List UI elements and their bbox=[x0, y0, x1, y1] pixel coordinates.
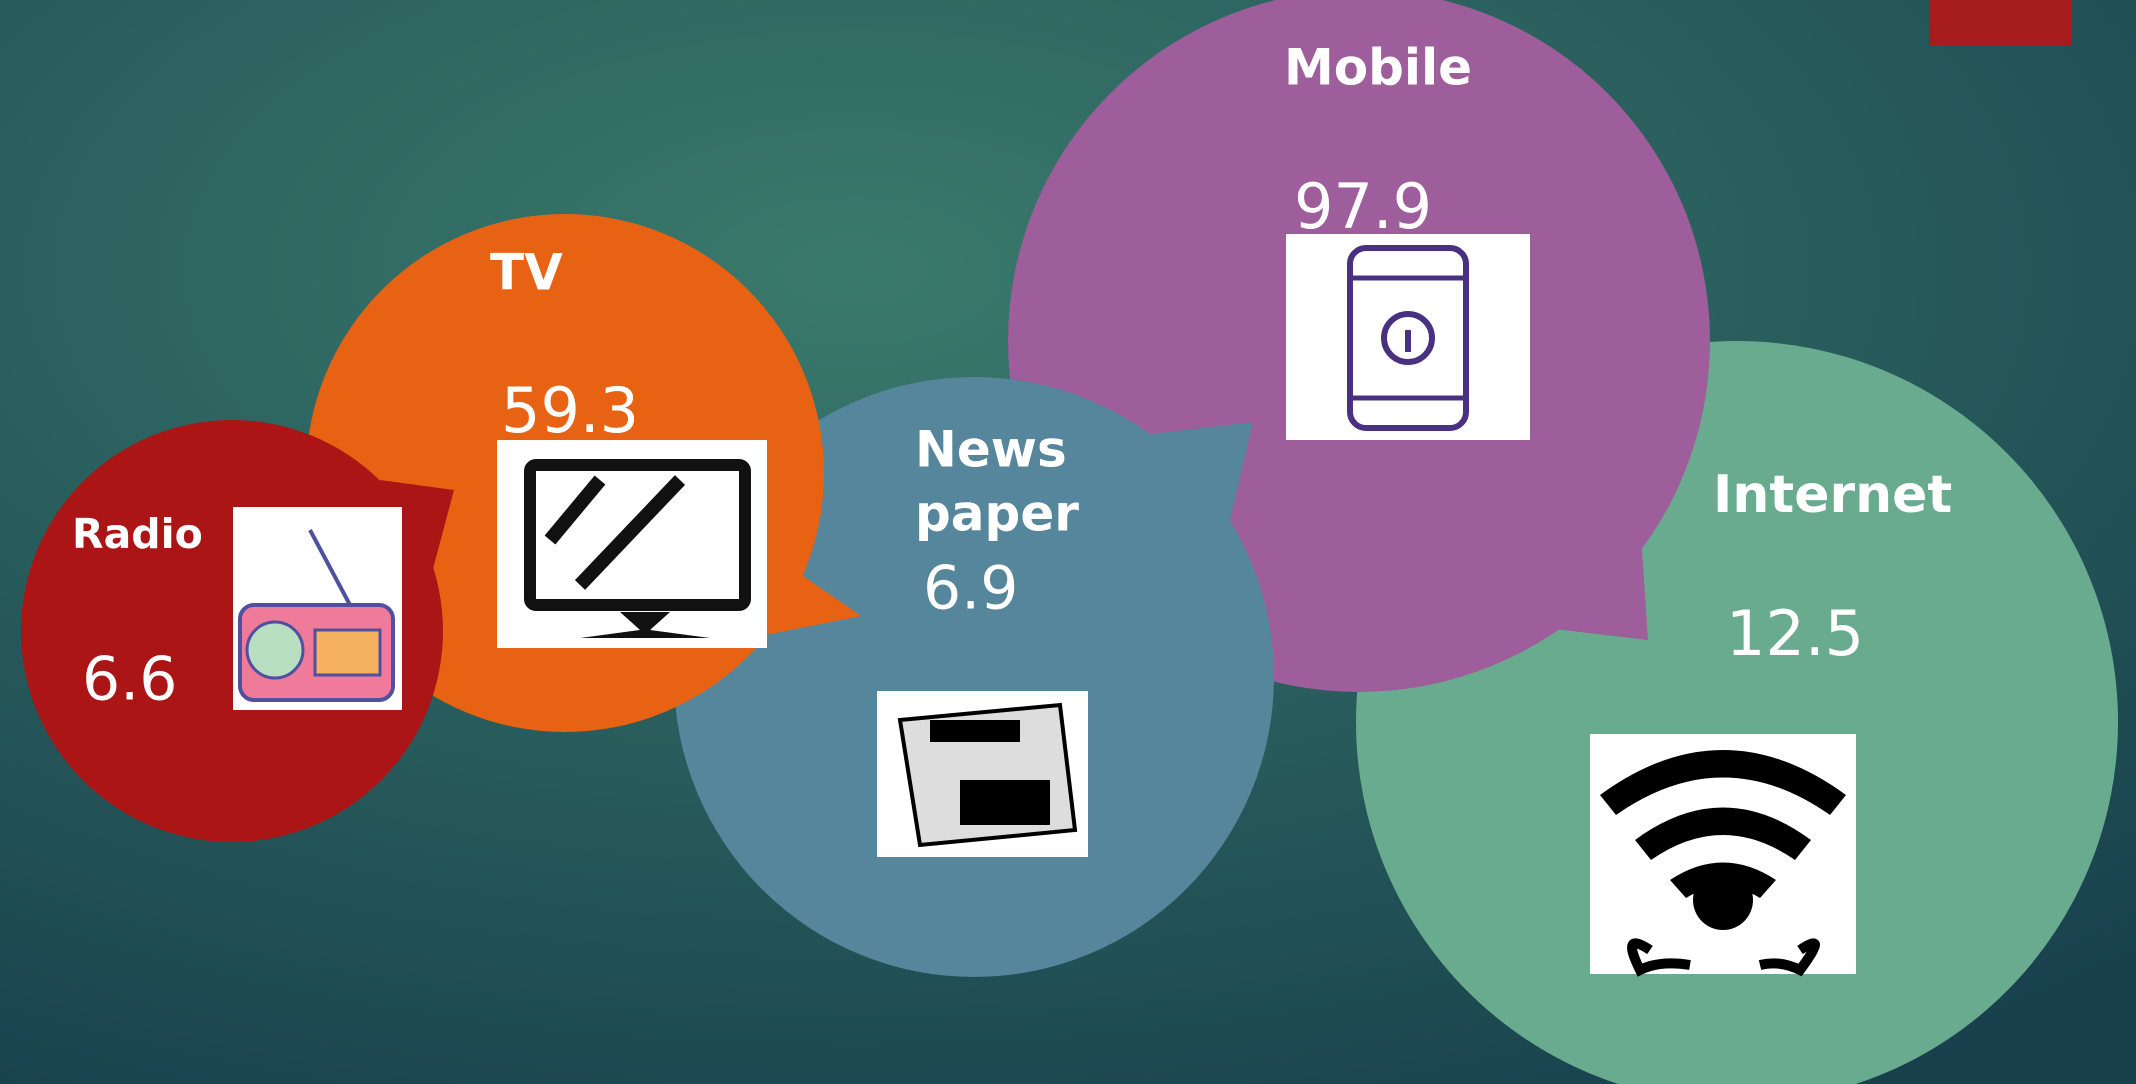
newspaper-label: News bbox=[915, 421, 1067, 479]
radio-label: Radio bbox=[72, 510, 203, 558]
newspaper-bubble bbox=[674, 377, 1274, 977]
internet-label: Internet bbox=[1713, 465, 1952, 525]
corner-accent bbox=[1929, 0, 2072, 46]
newspaper-value: 6.9 bbox=[923, 554, 1018, 624]
radio-value: 6.6 bbox=[82, 645, 177, 715]
mobile-label: Mobile bbox=[1284, 39, 1472, 97]
newspaper-label-line2: paper bbox=[915, 485, 1079, 543]
tv-value: 59.3 bbox=[501, 374, 639, 447]
internet-value: 12.5 bbox=[1726, 597, 1864, 670]
tv-label: TV bbox=[490, 244, 563, 302]
radio-bubble bbox=[21, 420, 454, 842]
mobile-value: 97.9 bbox=[1294, 170, 1432, 243]
